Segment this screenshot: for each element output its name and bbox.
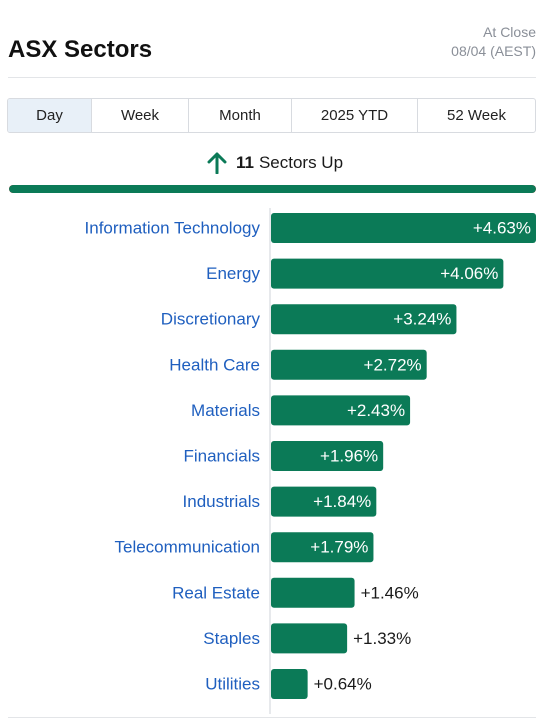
tab-2025-ytd[interactable]: 2025 YTD xyxy=(292,99,418,132)
sector-label[interactable]: Health Care xyxy=(169,355,260,374)
tab-52-week[interactable]: 52 Week xyxy=(447,107,506,124)
advance-decline-bar xyxy=(9,185,536,193)
sector-label[interactable]: Industrials xyxy=(183,492,260,511)
sectors-summary: 11 Sectors Up xyxy=(0,150,550,176)
sector-value-label: +2.43% xyxy=(347,401,405,420)
sector-bar[interactable] xyxy=(271,623,348,654)
sector-value-label: +1.96% xyxy=(320,446,378,465)
tab-day[interactable]: Day xyxy=(8,99,92,132)
sector-bar[interactable] xyxy=(271,441,384,471)
sector-label[interactable]: Staples xyxy=(203,629,260,648)
sector-value-label: +4.63% xyxy=(473,218,531,237)
sector-value-label: +2.72% xyxy=(364,355,422,374)
sector-value-label: +1.33% xyxy=(353,629,411,648)
sector-value-label: +0.64% xyxy=(314,674,372,693)
period-tabs: Day Week Month 2025 YTD 52 Week xyxy=(7,98,536,133)
arrow-up-icon xyxy=(207,152,227,174)
market-status: At Close 08/04 (AEST) xyxy=(451,23,536,61)
market-status-label: At Close xyxy=(483,24,536,40)
market-status-date: 08/04 (AEST) xyxy=(451,43,536,59)
sector-value-label: +3.24% xyxy=(393,310,451,329)
sector-bar[interactable] xyxy=(271,532,374,563)
sector-bar[interactable] xyxy=(271,213,536,243)
sector-bar-chart: Information Technology +4.63% Energy +4.06%… xyxy=(85,208,536,714)
sector-value-label: +1.46% xyxy=(361,583,419,602)
sector-bar[interactable] xyxy=(271,669,308,699)
page-title: ASX Sectors xyxy=(8,36,153,63)
advance-fill xyxy=(9,185,536,193)
sector-bar[interactable] xyxy=(271,349,427,380)
sector-label[interactable]: Real Estate xyxy=(172,583,260,602)
sector-label[interactable]: Telecommunication xyxy=(114,538,260,557)
sector-value-label: +4.06% xyxy=(440,264,498,283)
sector-label[interactable]: Materials xyxy=(191,401,260,420)
sector-label[interactable]: Utilities xyxy=(205,674,260,693)
sector-label[interactable]: Financials xyxy=(183,446,260,465)
sector-bar[interactable] xyxy=(271,577,355,608)
sector-bar[interactable] xyxy=(271,395,411,426)
bottom-divider xyxy=(8,717,536,718)
sector-bar[interactable] xyxy=(271,486,377,517)
sector-value-label: +1.84% xyxy=(313,492,371,511)
sector-bar[interactable] xyxy=(271,304,457,335)
tab-week[interactable]: Week xyxy=(92,99,189,132)
sector-bar[interactable] xyxy=(271,258,504,289)
sectors-up-text: Sectors Up xyxy=(258,153,344,172)
sector-label[interactable]: Information Technology xyxy=(85,218,261,237)
widget-header: ASX Sectors At Close 08/04 (AEST) xyxy=(8,20,536,78)
tab-month[interactable]: Month xyxy=(189,99,292,132)
sectors-up-count: 11 xyxy=(235,153,254,172)
sector-label[interactable]: Discretionary xyxy=(161,310,261,329)
sector-value-label: +1.79% xyxy=(310,538,368,557)
sector-label[interactable]: Energy xyxy=(206,264,260,283)
